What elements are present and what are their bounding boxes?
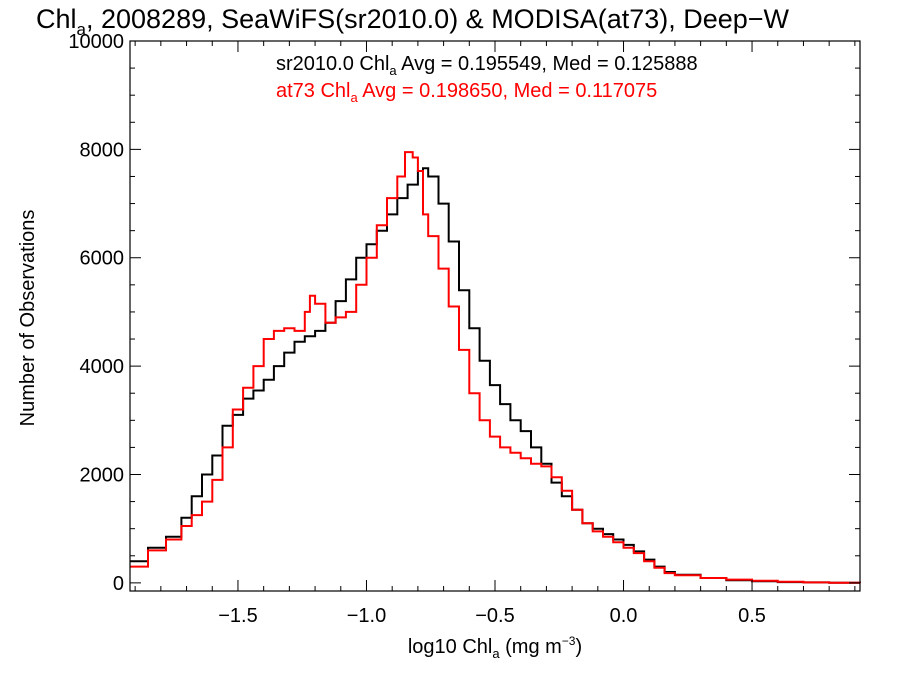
annotation-sr2010-subscript: a [389,63,397,78]
x-tick-label: −0.5 [475,605,514,627]
annotation-at73: at73 Chla Avg = 0.198650, Med = 0.117075 [276,80,657,105]
x-tick-label: −1.5 [218,605,257,627]
title-subscript: a [77,20,87,39]
plot-frame [129,40,861,592]
x-tick-label: 0.5 [738,605,766,627]
y-tick-label: 10000 [68,31,124,53]
chart-title: Chla, 2008289, SeaWiFS(sr2010.0) & MODIS… [36,4,790,39]
y-tick-label: 2000 [80,464,125,486]
x-tick-label: −1.0 [347,605,386,627]
x-axis-label-subscript: a [492,646,500,661]
y-axis-label: Number of Observations [17,210,39,427]
y-tick-label: 4000 [80,356,125,378]
annotation-sr2010-prefix: sr2010.0 Chl [276,53,389,75]
y-tick-label: 6000 [80,248,125,270]
x-tick-label: 0.0 [610,605,638,627]
x-axis-label-prefix: log10 Chl [408,636,493,658]
x-axis-label-mid: (mg m [500,636,562,658]
y-tick-label: 8000 [80,139,125,161]
y-tick-label: 0 [113,573,124,595]
annotation-at73-subscript: a [351,90,359,105]
title-prefix: Chl [36,4,77,34]
annotation-at73-rest: Avg = 0.198650, Med = 0.117075 [358,80,658,102]
x-axis-label: log10 Chla (mg m−3) [408,634,582,661]
annotation-sr2010: sr2010.0 Chla Avg = 0.195549, Med = 0.12… [276,53,698,78]
x-axis-label-suffix: ) [575,636,582,658]
x-axis-label-superscript: −3 [562,634,576,648]
series-0-line [130,167,861,584]
series-1-line [130,151,861,584]
title-rest: , 2008289, SeaWiFS(sr2010.0) & MODISA(at… [86,4,790,34]
annotation-sr2010-rest: Avg = 0.195549, Med = 0.125888 [397,53,698,75]
plot-area: −1.5 −1.0 −0.5 0.0 0.5 0 2000 4000 6000 8000 10000 [68,31,861,627]
annotation-at73-prefix: at73 Chl [276,80,351,102]
